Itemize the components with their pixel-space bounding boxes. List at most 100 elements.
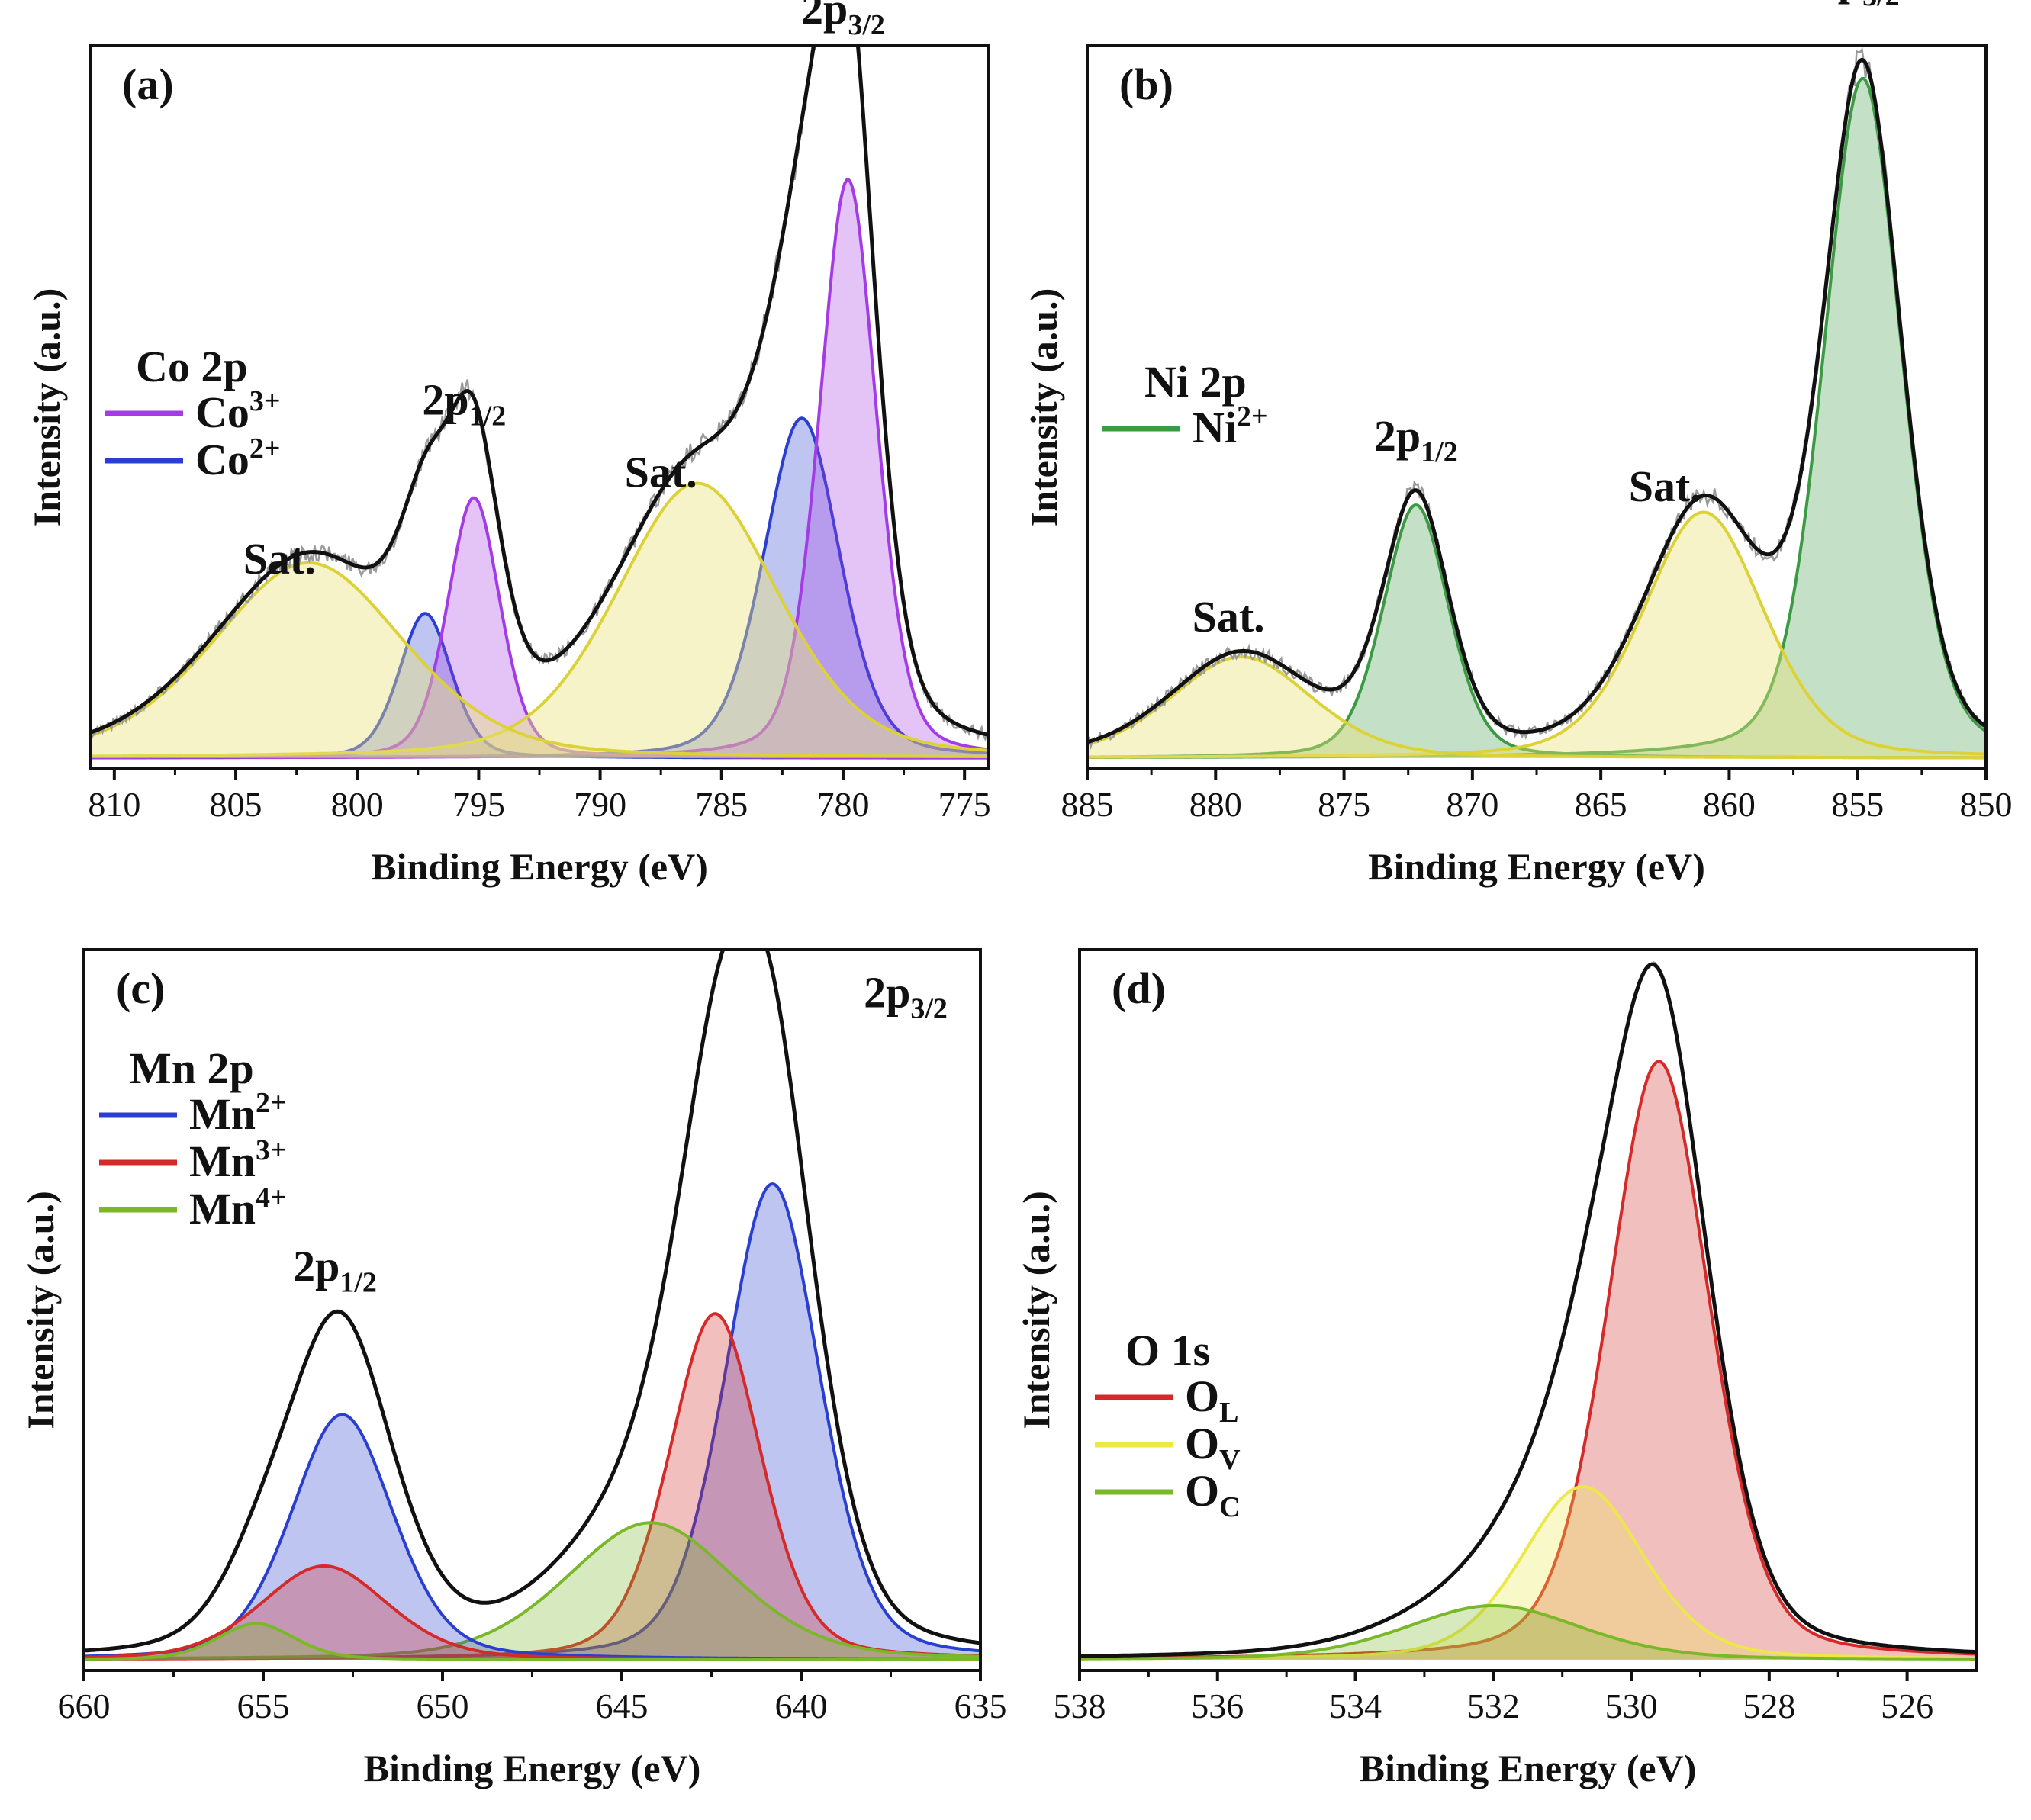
peak-label: 2p3/2 [864, 968, 948, 1025]
legend-entry-label: Mn4+ [189, 1182, 287, 1233]
satellite-label: Sat. [1193, 592, 1265, 642]
x-tick-label: 538 [1054, 1687, 1106, 1725]
legend-title: Co 2p [136, 342, 248, 391]
legend-entry-label: Co3+ [195, 385, 281, 437]
x-tick-label: 850 [1960, 785, 2013, 824]
component-fill-2 [1080, 1606, 1976, 1660]
component-fill-3 [84, 1414, 980, 1660]
x-tick-label: 780 [816, 785, 869, 824]
component-fill-4 [84, 1566, 980, 1660]
component-line-2 [84, 1521, 980, 1661]
x-tick-label: 532 [1467, 1687, 1520, 1725]
x-tick-label: 885 [1061, 785, 1114, 824]
x-tick-label: 875 [1318, 785, 1370, 824]
x-tick-label: 880 [1189, 785, 1242, 824]
x-tick-label: 870 [1446, 785, 1498, 824]
x-tick-label: 528 [1743, 1687, 1795, 1725]
component-fill-1 [90, 179, 989, 758]
component-fill-5 [90, 562, 989, 758]
component-line-3 [90, 496, 989, 760]
plot-area [1080, 961, 1976, 1661]
x-tick-label: 655 [237, 1687, 290, 1725]
x-tick-label: 800 [331, 785, 384, 824]
y-axis-title: Intensity (a.u.) [1022, 288, 1065, 527]
legend-title: O 1s [1125, 1326, 1210, 1375]
component-line-5 [90, 561, 989, 758]
peak-label: 2p1/2 [293, 1242, 377, 1299]
component-fill-4 [90, 483, 989, 758]
x-tick-label: 526 [1881, 1687, 1933, 1725]
peak-label: 2p1/2 [422, 375, 506, 432]
x-tick-label: 650 [417, 1687, 469, 1725]
y-axis-title: Intensity (a.u.) [1015, 1191, 1057, 1429]
panel-b: 885 880 875 870 865 860 855 850 Binding Energy (… [1022, 0, 2013, 888]
x-tick-label: 530 [1605, 1687, 1658, 1725]
x-tick-label: 790 [574, 785, 626, 824]
x-tick-label: 855 [1831, 785, 1884, 824]
peak-label: 2p1/2 [1374, 411, 1458, 468]
x-tick-label: 785 [695, 785, 748, 824]
plot-area [84, 950, 980, 1661]
envelope-line [90, 46, 989, 737]
component-line-5 [84, 1622, 980, 1661]
panel-label: (b) [1119, 59, 1173, 109]
legend-entry-label: OV [1185, 1419, 1241, 1476]
legend-entry-label: Ni2+ [1193, 400, 1268, 452]
component-fill-1 [1080, 1487, 1976, 1660]
panel-label: (a) [122, 59, 174, 109]
x-axis-title: Binding Energy (eV) [1360, 1747, 1697, 1789]
x-tick-label: 645 [596, 1687, 649, 1725]
legend-entry-label: OC [1185, 1466, 1241, 1523]
plot-area [1087, 47, 1986, 760]
x-axis-title: Binding Energy (eV) [371, 845, 708, 888]
component-fill-0 [1087, 78, 1986, 758]
peak-label: 2p3/2 [801, 0, 885, 41]
component-line-2 [1087, 510, 1986, 759]
x-tick-label: 536 [1191, 1687, 1244, 1725]
legend-title: Mn 2p [130, 1043, 254, 1093]
x-tick-label: 865 [1575, 785, 1627, 824]
component-fill-1 [84, 1314, 980, 1660]
legend-entry-label: OL [1185, 1371, 1238, 1429]
satellite-label: Sat. [1629, 461, 1701, 511]
panel-label: (d) [1112, 963, 1166, 1013]
y-axis-title: Intensity (a.u.) [19, 1191, 62, 1429]
envelope-line [84, 950, 980, 1653]
panel-d: 538 536 534 532 530 528 526 Binding Energy (eV)… [1015, 948, 1978, 1789]
legend-entry-label: Mn2+ [189, 1087, 287, 1139]
x-tick-label: 805 [210, 785, 262, 824]
satellite-label: Sat. [625, 447, 697, 497]
x-axis-title: Binding Energy (eV) [1368, 845, 1705, 888]
plot-frame [1078, 948, 1978, 1672]
peak-label: 2p3/2 [1816, 0, 1900, 12]
x-tick-label: 795 [452, 785, 505, 824]
component-fill-0 [90, 418, 989, 758]
envelope-line [1080, 962, 1976, 1658]
x-tick-label: 640 [775, 1687, 828, 1725]
legend-entry-label: Mn3+ [189, 1134, 287, 1186]
x-tick-label: 635 [954, 1687, 1007, 1725]
component-line-2 [1080, 1604, 1976, 1661]
x-tick-label: 534 [1329, 1687, 1382, 1725]
legend-entry-label: Co2+ [195, 432, 281, 484]
component-line-4 [90, 481, 989, 758]
component-fill-0 [84, 1184, 980, 1660]
x-tick-label: 860 [1703, 785, 1756, 824]
panel-label: (c) [116, 963, 165, 1013]
panel-c: 660 655 650 645 640 635 Binding Energy (eV) Int… [19, 948, 1007, 1789]
x-tick-label: 810 [88, 785, 140, 824]
satellite-label: Sat. [243, 534, 316, 584]
plot-area [90, 46, 989, 760]
envelope-line [1087, 57, 1986, 744]
component-fill-2 [1087, 512, 1986, 758]
x-tick-label: 660 [58, 1687, 111, 1725]
component-fill-3 [1087, 657, 1986, 758]
y-axis-title: Intensity (a.u.) [25, 288, 68, 527]
component-fill-2 [84, 1523, 980, 1660]
x-axis-title: Binding Energy (eV) [364, 1747, 701, 1789]
